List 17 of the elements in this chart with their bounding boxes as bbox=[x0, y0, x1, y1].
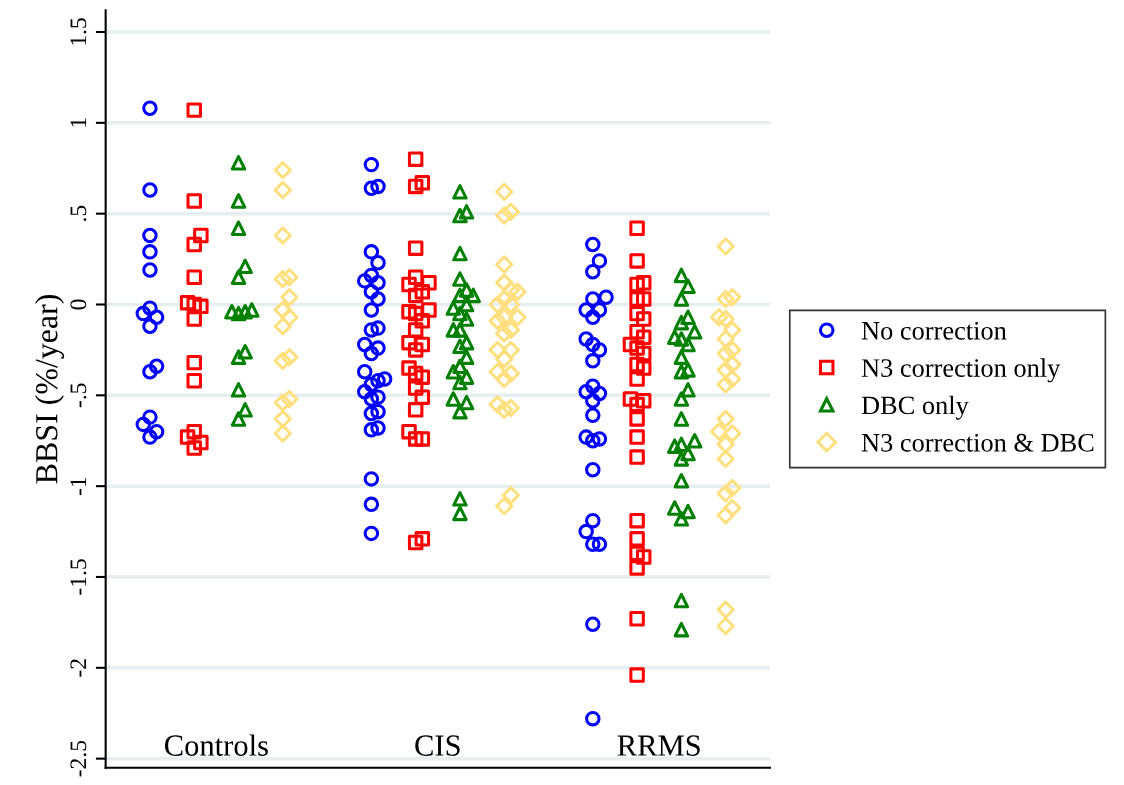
legend-label: N3 correction & DBC bbox=[861, 433, 1094, 452]
y-tick-label: 1.5 bbox=[70, 18, 87, 45]
y-tick-label: 1 bbox=[70, 118, 87, 127]
y-tick-label: 0 bbox=[70, 299, 87, 310]
x-tick-label: Controls bbox=[165, 734, 268, 756]
y-tick-label: -1.5 bbox=[70, 559, 87, 595]
y-tick-label: -.5 bbox=[70, 383, 87, 408]
y-tick-label: -2 bbox=[70, 659, 87, 677]
x-tick-label: RRMS bbox=[617, 735, 700, 756]
legend-label: DBC only bbox=[861, 395, 969, 420]
legend-label: N3 correction only bbox=[861, 358, 1061, 383]
legend-label: No correction bbox=[861, 321, 1007, 340]
x-tick-label: CIS bbox=[415, 735, 460, 756]
y-tick-label: .5 bbox=[70, 205, 87, 221]
y-axis-title: BBSI (%/year) bbox=[35, 295, 65, 484]
y-tick-label: -1 bbox=[70, 477, 87, 496]
y-tick-label: -2.5 bbox=[70, 740, 87, 777]
